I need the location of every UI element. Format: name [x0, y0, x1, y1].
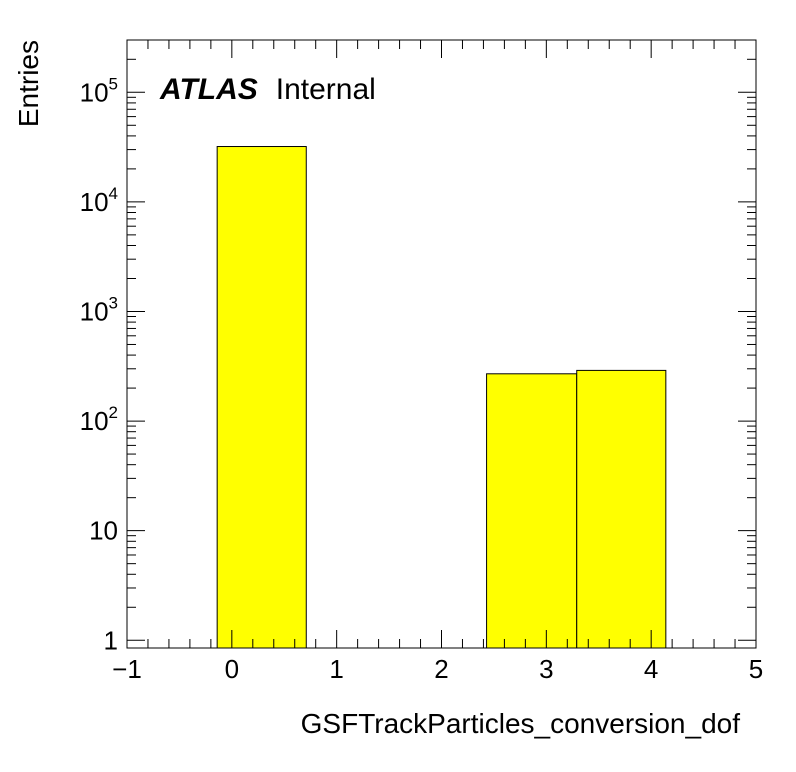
y-tick-label: 105: [80, 74, 118, 107]
x-axis-title: GSFTrackParticles_conversion_dof: [301, 708, 741, 739]
y-tick-label: 10: [89, 516, 118, 546]
y-tick-labels: 1 10 102 103 104 105: [80, 74, 118, 655]
histogram-bars: [216, 146, 667, 649]
x-tick-label: 1: [329, 654, 343, 684]
y-tick-label: 104: [80, 184, 118, 217]
x-tick-label: 2: [434, 654, 448, 684]
x-tick-label: 4: [644, 654, 658, 684]
x-tick-label: 3: [539, 654, 553, 684]
y-tick-label: 1: [104, 625, 118, 655]
x-tick-labels: −1 0 1 2 3 4 5: [112, 654, 763, 684]
y-axis-title: Entries: [13, 40, 44, 127]
atlas-label: ATLAS Internal: [159, 73, 376, 106]
histogram-bar-0: [216, 146, 307, 649]
y-tick-label: 103: [80, 293, 118, 326]
axis-ticks: [126, 39, 757, 648]
atlas-status-label: Internal: [276, 73, 376, 106]
x-tick-label: 0: [225, 654, 239, 684]
histogram-bar-1: [486, 373, 578, 649]
y-tick-label: 102: [80, 403, 118, 436]
histogram-bar-2: [576, 369, 667, 649]
x-tick-label: 5: [749, 654, 763, 684]
atlas-bold-label: ATLAS: [159, 73, 258, 106]
x-tick-label: −1: [112, 654, 142, 684]
